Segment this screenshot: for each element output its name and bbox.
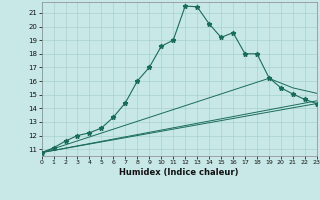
X-axis label: Humidex (Indice chaleur): Humidex (Indice chaleur) — [119, 168, 239, 177]
